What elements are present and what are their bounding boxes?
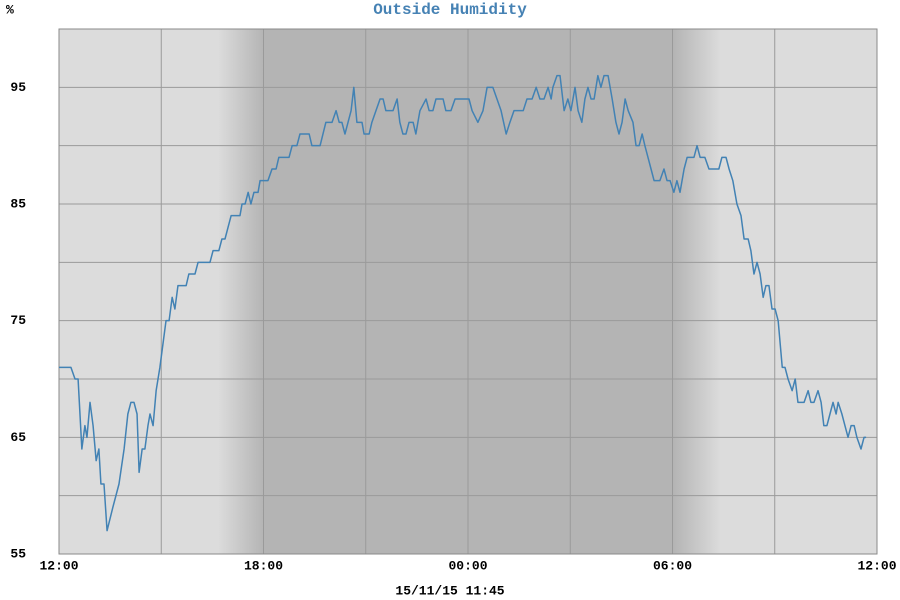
footer-timestamp: 15/11/15 11:45 — [395, 583, 504, 598]
y-tick-label: 85 — [10, 196, 26, 211]
x-tick-label: 00:00 — [448, 558, 487, 573]
dawn-shade — [673, 29, 721, 554]
y-tick-label: 65 — [10, 430, 26, 445]
x-tick-label: 12:00 — [857, 558, 896, 573]
grid — [58, 28, 878, 555]
y-tick-label: 55 — [10, 546, 26, 561]
x-tick-label: 06:00 — [653, 558, 692, 573]
y-tick-label: 95 — [10, 80, 26, 95]
chart-title: Outside Humidity — [373, 1, 527, 19]
y-axis-label: % — [6, 2, 14, 17]
y-tick-label: 75 — [10, 313, 26, 328]
x-tick-label: 18:00 — [244, 558, 283, 573]
x-tick-label: 12:00 — [39, 558, 78, 573]
data-line — [59, 74, 867, 532]
dusk-shade — [218, 29, 264, 554]
plot-frame — [58, 28, 878, 555]
